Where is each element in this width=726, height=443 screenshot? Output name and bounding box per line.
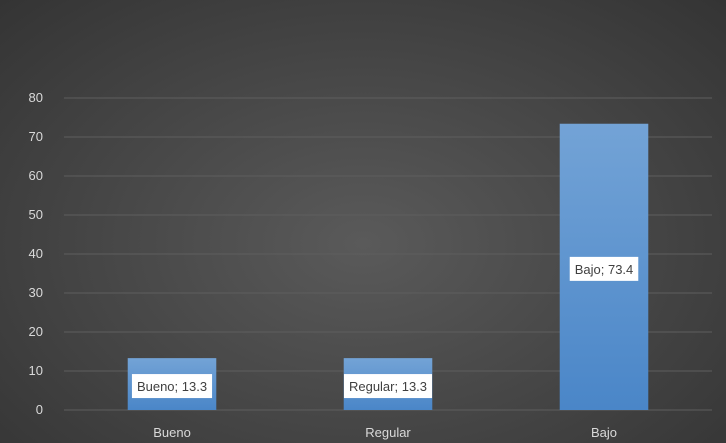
- y-tick-label: 10: [29, 363, 43, 378]
- data-label-box: [569, 256, 639, 281]
- y-tick-label: 60: [29, 168, 43, 183]
- data-label-box: [343, 374, 433, 399]
- data-label: Bajo; 73.4: [569, 256, 639, 281]
- y-tick-label: 30: [29, 285, 43, 300]
- data-label: Regular; 13.3: [343, 374, 433, 399]
- y-axis-ticks: 0 10 20 30 40 50 60 70 80: [29, 90, 43, 417]
- data-label-text: Bueno; 13.3: [137, 379, 207, 394]
- data-label-text: Regular; 13.3: [349, 379, 427, 394]
- y-tick-label: 40: [29, 246, 43, 261]
- x-axis-categories: Bueno Regular Bajo: [153, 425, 617, 440]
- x-category-label: Bueno: [153, 425, 191, 440]
- data-label-text: Bajo; 73.4: [575, 262, 634, 277]
- y-tick-label: 70: [29, 129, 43, 144]
- data-label: Bueno; 13.3: [131, 374, 213, 399]
- y-tick-label: 80: [29, 90, 43, 105]
- x-category-label: Regular: [365, 425, 411, 440]
- y-tick-label: 50: [29, 207, 43, 222]
- y-tick-label: 0: [36, 402, 43, 417]
- y-tick-label: 20: [29, 324, 43, 339]
- data-labels: Bueno; 13.3 Regular; 13.3 Bajo; 73.4: [131, 256, 639, 399]
- data-label-box: [131, 374, 213, 399]
- x-category-label: Bajo: [591, 425, 617, 440]
